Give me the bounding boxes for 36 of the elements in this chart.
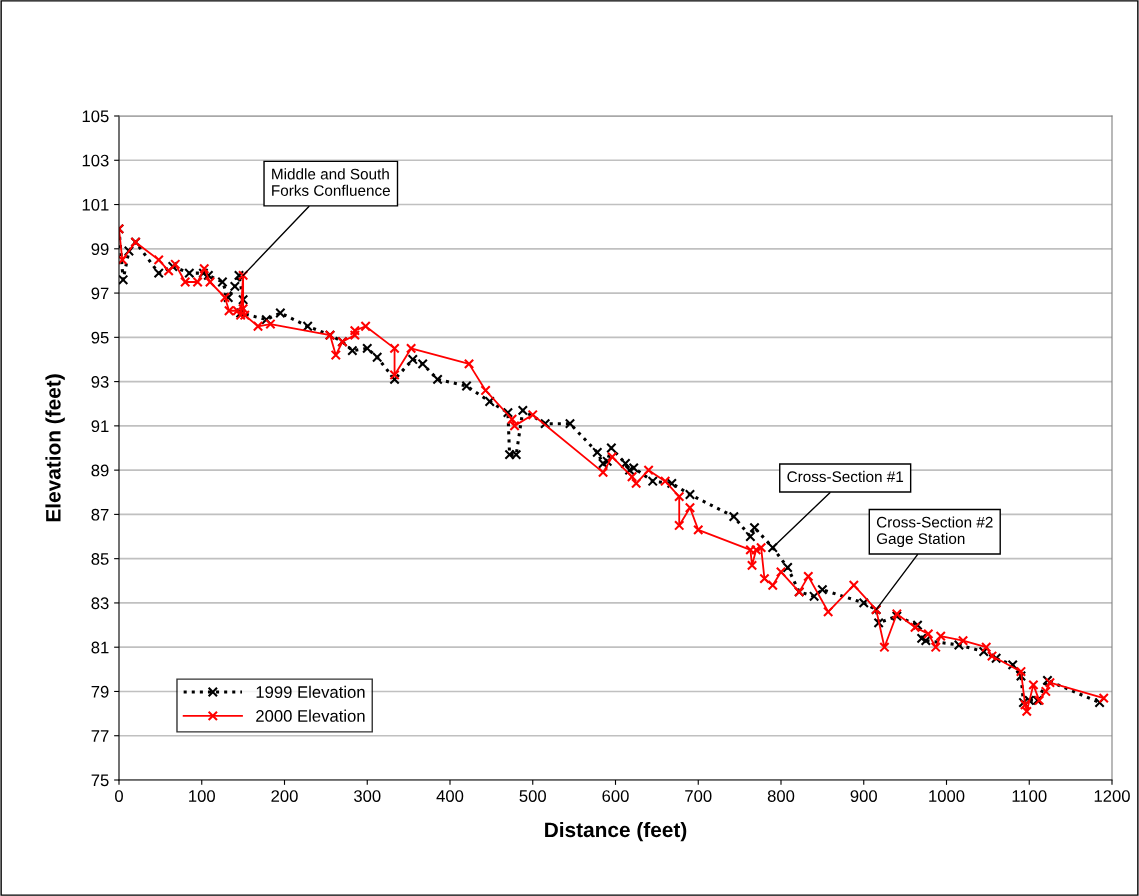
x-tick-label: 400 <box>436 790 464 802</box>
x-tick-label: 300 <box>353 790 381 802</box>
x-tick-label: 1100 <box>1012 790 1047 802</box>
legend-label: 1999 Elevation <box>256 685 365 698</box>
y-tick-label: 77 <box>91 730 109 742</box>
x-tick-label: 900 <box>850 790 877 802</box>
x-tick-label: 1000 <box>929 790 965 802</box>
legend-label: 2000 Elevation <box>256 709 365 722</box>
y-tick-label: 105 <box>82 110 109 123</box>
annotation: Cross-Section #2 Gage Station <box>876 516 993 548</box>
annotation: Middle and South Forks Confluence <box>272 168 390 196</box>
y-tick-label: 103 <box>82 154 109 167</box>
y-tick-label: 97 <box>91 287 109 300</box>
y-tick-label: 89 <box>91 464 109 477</box>
y-axis-title: Elevation (feet) <box>45 374 65 522</box>
y-tick-label: 95 <box>91 331 109 344</box>
y-tick-label: 101 <box>82 198 109 211</box>
y-tick-label: 79 <box>91 685 109 698</box>
y-tick-label: 91 <box>91 420 109 433</box>
x-tick-label: 700 <box>685 790 712 802</box>
y-tick-label: 93 <box>91 376 109 388</box>
x-tick-label: 100 <box>189 790 215 802</box>
x-tick-label: 200 <box>271 790 298 802</box>
y-tick-label: 87 <box>91 508 109 521</box>
x-tick-label: 1200 <box>1094 790 1130 802</box>
y-tick-label: 85 <box>91 553 109 565</box>
y-tick-label: 75 <box>91 774 109 787</box>
annotation: Cross-Section #1 <box>787 470 904 483</box>
x-tick-label: 0 <box>115 790 123 802</box>
y-tick-label: 83 <box>91 597 109 610</box>
x-tick-label: 800 <box>767 790 795 802</box>
x-axis-title: Distance (feet) <box>545 821 687 842</box>
x-tick-label: 600 <box>602 790 629 802</box>
x-tick-label: 500 <box>519 790 546 802</box>
y-tick-label: 81 <box>91 641 109 654</box>
y-tick-label: 99 <box>91 243 109 255</box>
